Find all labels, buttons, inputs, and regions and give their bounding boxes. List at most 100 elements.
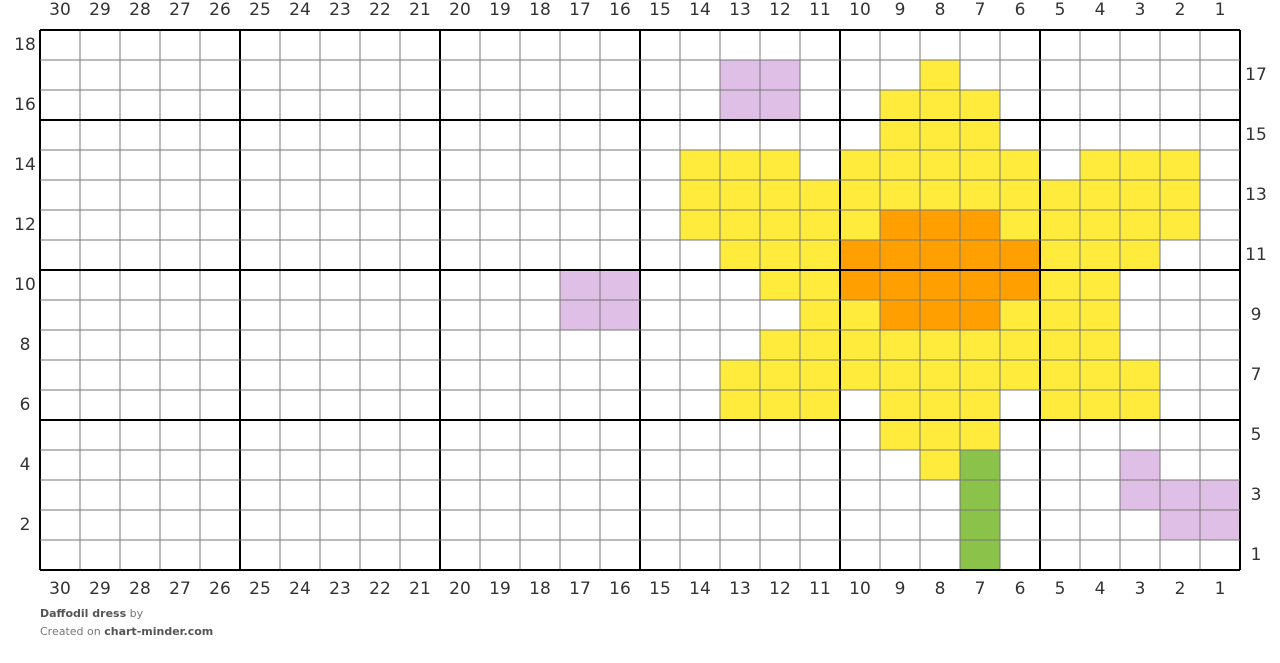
- column-label: 20: [449, 579, 471, 599]
- stitch: [960, 300, 1000, 330]
- row-label: 6: [20, 395, 31, 415]
- stitch: [800, 270, 840, 300]
- stitch: [720, 360, 760, 390]
- row-label: 10: [14, 275, 36, 295]
- row-label: 4: [20, 455, 31, 475]
- stitch: [1120, 210, 1160, 240]
- row-label: 1: [1251, 545, 1262, 565]
- column-label: 3: [1135, 0, 1146, 20]
- column-label: 6: [1015, 579, 1026, 599]
- column-label: 4: [1095, 0, 1106, 20]
- stitch: [960, 330, 1000, 360]
- stitch: [720, 60, 760, 90]
- column-label: 4: [1095, 579, 1106, 599]
- stitch: [560, 300, 600, 330]
- stitch: [920, 390, 960, 420]
- row-label: 12: [14, 215, 36, 235]
- stitch: [960, 120, 1000, 150]
- column-label: 10: [849, 579, 871, 599]
- stitch: [960, 180, 1000, 210]
- stitch: [760, 240, 800, 270]
- stitch: [760, 210, 800, 240]
- footer-title-line: Daffodil dress by: [40, 607, 143, 620]
- stitch: [1080, 210, 1120, 240]
- column-label: 16: [609, 0, 631, 20]
- stitch: [720, 90, 760, 120]
- column-label: 7: [975, 579, 986, 599]
- column-label: 23: [329, 579, 351, 599]
- row-label: 17: [1245, 65, 1267, 85]
- row-label: 16: [14, 95, 36, 115]
- column-label: 27: [169, 579, 191, 599]
- stitch: [920, 180, 960, 210]
- stitch: [1040, 360, 1080, 390]
- stitch: [880, 240, 920, 270]
- column-label: 2: [1175, 579, 1186, 599]
- stitch: [680, 210, 720, 240]
- stitch: [1080, 270, 1120, 300]
- site-link[interactable]: chart-minder.com: [104, 625, 214, 638]
- column-label: 8: [935, 579, 946, 599]
- column-label: 12: [769, 579, 791, 599]
- stitch: [600, 270, 640, 300]
- stitch: [840, 270, 880, 300]
- column-label: 24: [289, 579, 311, 599]
- column-label: 14: [689, 0, 711, 20]
- row-label: 13: [1245, 185, 1267, 205]
- stitch: [960, 150, 1000, 180]
- stitch: [960, 390, 1000, 420]
- stitch: [1080, 300, 1120, 330]
- column-label: 19: [489, 0, 511, 20]
- stitch: [760, 60, 800, 90]
- column-label: 19: [489, 579, 511, 599]
- stitch: [1160, 210, 1200, 240]
- stitch: [1000, 240, 1040, 270]
- stitch: [760, 270, 800, 300]
- stitch: [880, 360, 920, 390]
- column-label: 24: [289, 0, 311, 20]
- column-label: 21: [409, 0, 431, 20]
- column-label: 22: [369, 579, 391, 599]
- column-label: 27: [169, 0, 191, 20]
- row-label: 15: [1245, 125, 1267, 145]
- row-label: 14: [14, 155, 36, 175]
- stitch: [880, 270, 920, 300]
- row-label: 7: [1251, 365, 1262, 385]
- column-label: 23: [329, 0, 351, 20]
- column-label: 28: [129, 0, 151, 20]
- stitch: [920, 360, 960, 390]
- stitch: [840, 240, 880, 270]
- column-label: 26: [209, 579, 231, 599]
- column-label: 17: [569, 0, 591, 20]
- row-label: 8: [20, 335, 31, 355]
- column-label: 18: [529, 0, 551, 20]
- stitch: [800, 240, 840, 270]
- stitch: [880, 210, 920, 240]
- stitch: [800, 210, 840, 240]
- stitch: [1040, 270, 1080, 300]
- stitch: [1040, 210, 1080, 240]
- stitch: [1120, 390, 1160, 420]
- stitch: [840, 300, 880, 330]
- column-label: 2: [1175, 0, 1186, 20]
- column-label: 21: [409, 579, 431, 599]
- by-text: by: [129, 607, 144, 620]
- stitch: [760, 180, 800, 210]
- column-label: 15: [649, 0, 671, 20]
- stitch: [1120, 450, 1160, 480]
- stitch: [1120, 480, 1160, 510]
- stitch: [800, 330, 840, 360]
- stitch: [760, 150, 800, 180]
- column-label: 25: [249, 579, 271, 599]
- stitch: [1000, 360, 1040, 390]
- stitch: [1040, 240, 1080, 270]
- column-label: 10: [849, 0, 871, 20]
- stitch: [1040, 330, 1080, 360]
- stitch: [680, 180, 720, 210]
- stitch: [880, 330, 920, 360]
- stitch: [1040, 300, 1080, 330]
- stitch: [960, 210, 1000, 240]
- stitch: [1000, 150, 1040, 180]
- stitch: [1000, 210, 1040, 240]
- stitch: [960, 420, 1000, 450]
